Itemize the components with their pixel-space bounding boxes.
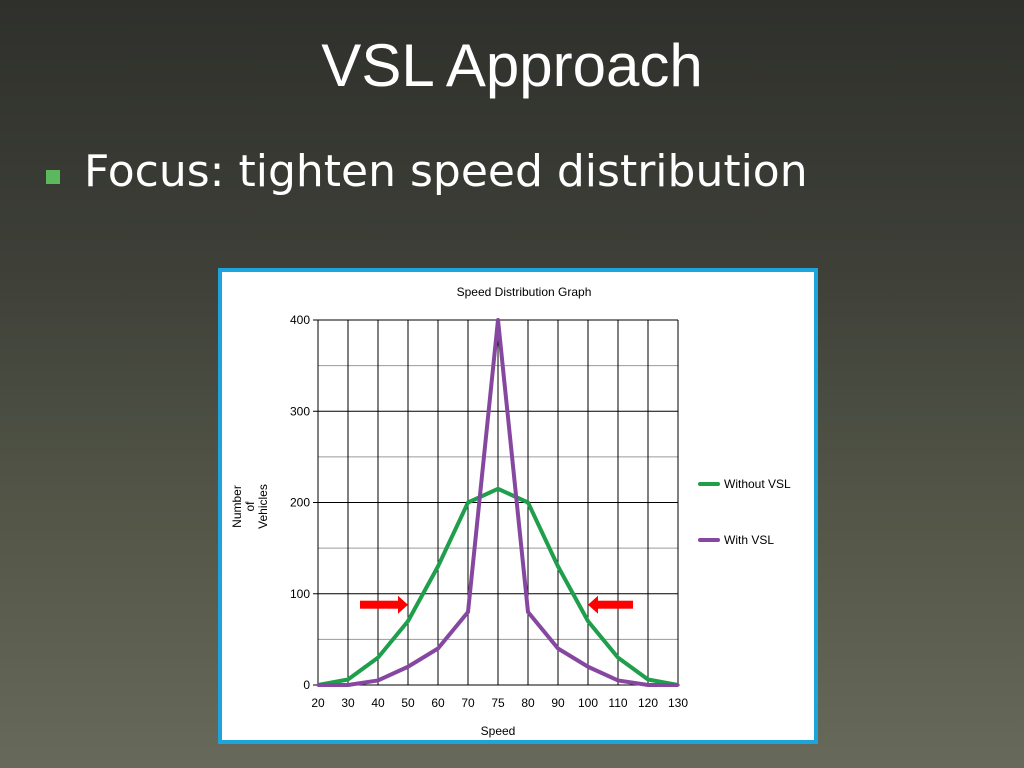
chart-title: Speed Distribution Graph xyxy=(457,285,592,299)
arrow-shaft xyxy=(360,600,398,609)
y-axis-label: NumberofVehicles xyxy=(230,484,270,529)
bullet-text: Focus: tighten speed distribution xyxy=(84,146,808,197)
data-point xyxy=(616,656,620,660)
data-point xyxy=(346,677,350,682)
x-tick-label: 100 xyxy=(578,696,598,710)
data-point xyxy=(466,610,470,614)
arrow-head xyxy=(398,595,408,614)
x-tick-label: 130 xyxy=(668,696,688,710)
arrow-head xyxy=(588,595,598,614)
arrow-shaft xyxy=(598,600,633,609)
data-point xyxy=(646,677,650,682)
x-tick-label: 60 xyxy=(431,696,445,710)
data-point xyxy=(406,619,410,623)
data-point xyxy=(526,610,530,614)
x-tick-label: 50 xyxy=(401,696,415,710)
x-axis-label: Speed xyxy=(481,724,516,738)
y-tick-label: 0 xyxy=(303,678,310,692)
data-point xyxy=(466,500,470,505)
data-point xyxy=(496,487,500,491)
data-point xyxy=(406,665,410,669)
legend-label: Without VSL xyxy=(724,477,791,491)
data-point xyxy=(586,619,590,623)
y-tick-label: 400 xyxy=(290,313,310,327)
data-point xyxy=(436,646,440,651)
speed-distribution-chart: Speed Distribution Graph 0 100 200 300 400 20 3… xyxy=(230,285,791,738)
data-point xyxy=(616,678,620,683)
data-point xyxy=(646,683,650,687)
data-point xyxy=(556,564,560,568)
y-tick-label: 300 xyxy=(290,404,310,418)
data-point xyxy=(376,678,380,683)
x-tick-label: 40 xyxy=(371,696,385,710)
x-tick-label: 110 xyxy=(608,696,627,710)
x-tick-label: 20 xyxy=(311,696,325,710)
x-tick-label: 75 xyxy=(491,696,505,710)
data-point xyxy=(526,500,530,505)
legend-label: With VSL xyxy=(724,533,774,547)
data-point xyxy=(556,646,560,651)
slide-title: VSL Approach xyxy=(321,32,703,99)
chart-frame: Speed Distribution Graph 0 100 200 300 400 20 3… xyxy=(218,268,818,744)
data-point xyxy=(346,683,350,687)
data-point xyxy=(376,656,380,660)
y-tick-label: 100 xyxy=(290,587,310,601)
x-tick-label: 90 xyxy=(551,696,565,710)
x-tick-label: 70 xyxy=(461,696,475,710)
x-tick-label: 80 xyxy=(521,696,535,710)
data-point xyxy=(496,318,500,322)
bullet-marker xyxy=(46,170,60,184)
data-point xyxy=(436,564,440,568)
data-point xyxy=(316,683,320,687)
data-point xyxy=(586,665,590,669)
data-point xyxy=(676,683,680,687)
x-tick-label: 120 xyxy=(638,696,658,710)
y-tick-label: 200 xyxy=(290,496,310,510)
x-tick-label: 30 xyxy=(341,696,355,710)
